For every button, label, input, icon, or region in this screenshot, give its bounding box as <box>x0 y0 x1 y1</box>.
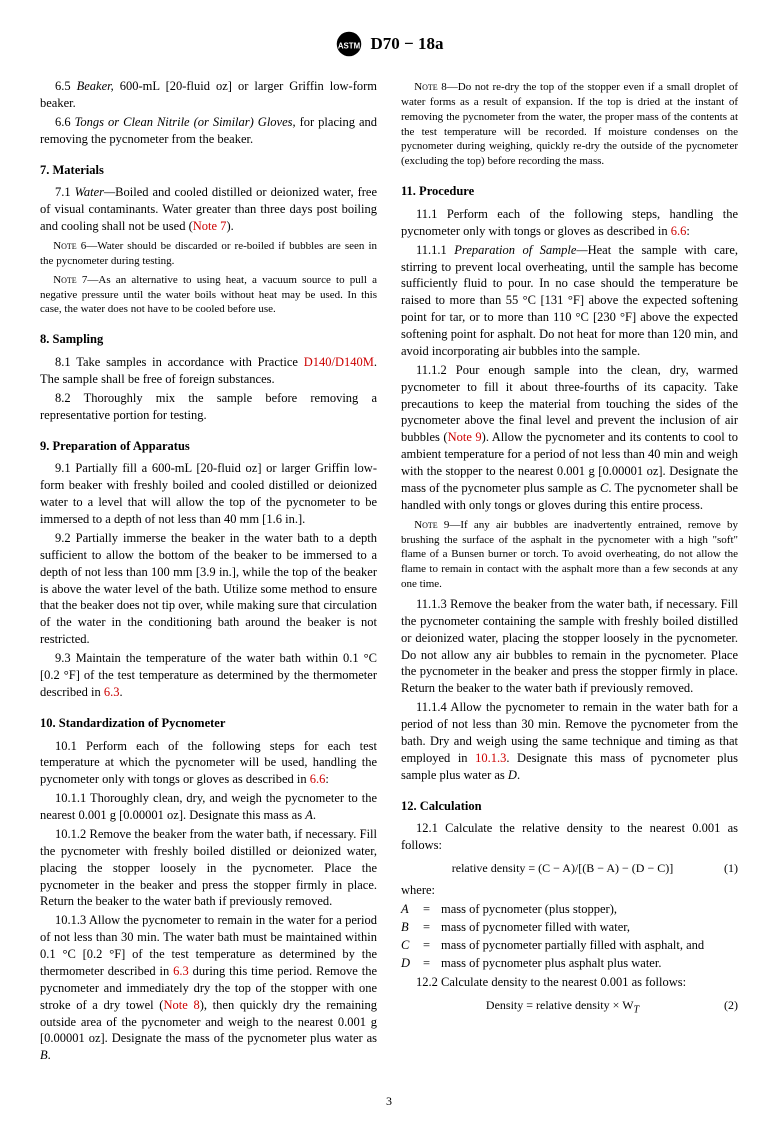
variable-row: D=mass of pycnometer plus asphalt plus w… <box>401 955 738 972</box>
var-definition: mass of pycnometer filled with water, <box>441 919 738 936</box>
astm-logo: ASTM <box>335 30 363 58</box>
document-id: D70 − 18a <box>371 34 444 54</box>
var-definition: mass of pycnometer plus asphalt plus wat… <box>441 955 738 972</box>
note-8: Note 8—Do not re-dry the top of the stop… <box>401 80 738 169</box>
page: ASTM D70 − 18a 6.5 Beaker, 600-mL [20-fl… <box>0 0 778 1139</box>
para-11-1-1: 11.1.1 Preparation of Sample—Heat the sa… <box>401 242 738 360</box>
variable-row: C=mass of pycnometer partially filled wi… <box>401 937 738 954</box>
note-9-ref[interactable]: Note 9 <box>448 430 482 444</box>
para-12-1: 12.1 Calculate the relative density to t… <box>401 820 738 854</box>
var-definition: mass of pycnometer (plus stopper), <box>441 901 738 918</box>
page-header: ASTM D70 − 18a <box>40 30 738 58</box>
ref-10-1-3[interactable]: 10.1.3 <box>475 751 506 765</box>
equation-2: Density = relative density × WT(2) <box>401 997 738 1017</box>
left-column: 6.5 Beaker, 600-mL [20-fluid oz] or larg… <box>40 76 377 1066</box>
para-11-1-4: 11.1.4 Allow the pycnometer to remain in… <box>401 699 738 783</box>
section-10-head: 10. Standardization of Pycnometer <box>40 715 377 732</box>
note-7-ref[interactable]: Note 7 <box>193 219 227 233</box>
d140-ref[interactable]: D140/D140M <box>304 355 374 369</box>
para-9-2: 9.2 Partially immerse the beaker in the … <box>40 530 377 648</box>
ref-6-6[interactable]: 6.6 <box>310 772 326 786</box>
para-9-3: 9.3 Maintain the temperature of the wate… <box>40 650 377 701</box>
right-column: Note 8—Do not re-dry the top of the stop… <box>401 76 738 1066</box>
equation-1: relative density = (C − A)/[(B − A) − (D… <box>401 860 738 876</box>
para-12-2: 12.2 Calculate density to the nearest 0.… <box>401 974 738 991</box>
var-equals: = <box>423 937 441 954</box>
para-8-1: 8.1 Take samples in accordance with Prac… <box>40 354 377 388</box>
var-symbol: D <box>401 955 423 972</box>
para-6-6: 6.6 Tongs or Clean Nitrile (or Similar) … <box>40 114 377 148</box>
section-12-head: 12. Calculation <box>401 798 738 815</box>
section-7-head: 7. Materials <box>40 162 377 179</box>
content-columns: 6.5 Beaker, 600-mL [20-fluid oz] or larg… <box>40 76 738 1066</box>
var-symbol: B <box>401 919 423 936</box>
var-equals: = <box>423 919 441 936</box>
var-equals: = <box>423 955 441 972</box>
var-symbol: A <box>401 901 423 918</box>
para-11-1: 11.1 Perform each of the following steps… <box>401 206 738 240</box>
ref-6-3-b[interactable]: 6.3 <box>173 964 189 978</box>
section-8-head: 8. Sampling <box>40 331 377 348</box>
para-10-1-1: 10.1.1 Thoroughly clean, dry, and weigh … <box>40 790 377 824</box>
para-8-2: 8.2 Thoroughly mix the sample before rem… <box>40 390 377 424</box>
ref-6-3[interactable]: 6.3 <box>104 685 120 699</box>
para-9-1: 9.1 Partially fill a 600-mL [20-fluid oz… <box>40 460 377 528</box>
var-equals: = <box>423 901 441 918</box>
para-6-5: 6.5 Beaker, 600-mL [20-fluid oz] or larg… <box>40 78 377 112</box>
para-10-1: 10.1 Perform each of the following steps… <box>40 738 377 789</box>
section-11-head: 11. Procedure <box>401 183 738 200</box>
ref-6-6-b[interactable]: 6.6 <box>671 224 687 238</box>
where-label: where: <box>401 882 738 899</box>
variable-row: A=mass of pycnometer (plus stopper), <box>401 901 738 918</box>
svg-text:ASTM: ASTM <box>337 41 360 50</box>
para-10-1-3: 10.1.3 Allow the pycnometer to remain in… <box>40 912 377 1064</box>
note-8-ref[interactable]: Note 8 <box>163 998 199 1012</box>
note-6: Note 6—Water should be discarded or re-b… <box>40 239 377 269</box>
variable-definitions: A=mass of pycnometer (plus stopper),B=ma… <box>401 901 738 972</box>
para-11-1-3: 11.1.3 Remove the beaker from the water … <box>401 596 738 697</box>
var-definition: mass of pycnometer partially filled with… <box>441 937 738 954</box>
variable-row: B=mass of pycnometer filled with water, <box>401 919 738 936</box>
note-7: Note 7—As an alternative to using heat, … <box>40 273 377 318</box>
para-11-1-2: 11.1.2 Pour enough sample into the clean… <box>401 362 738 514</box>
var-symbol: C <box>401 937 423 954</box>
para-7-1: 7.1 Water—Boiled and cooled distilled or… <box>40 184 377 235</box>
para-10-1-2: 10.1.2 Remove the beaker from the water … <box>40 826 377 910</box>
page-number: 3 <box>40 1094 738 1109</box>
note-9: Note 9—If any air bubbles are inadverten… <box>401 518 738 592</box>
section-9-head: 9. Preparation of Apparatus <box>40 438 377 455</box>
